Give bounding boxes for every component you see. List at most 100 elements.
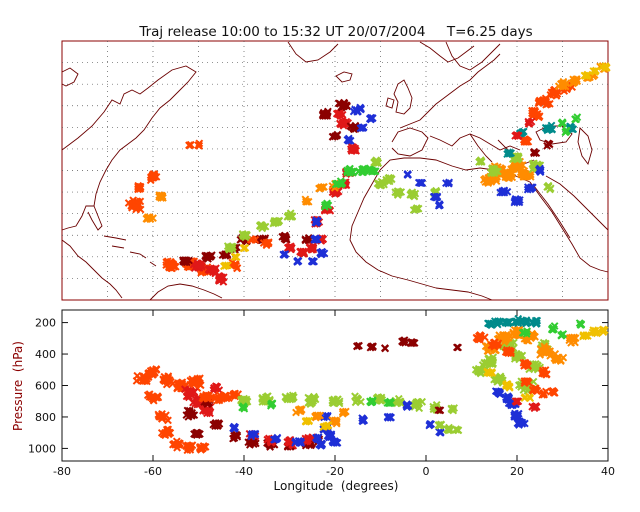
pressure-trajectory-point	[539, 348, 548, 357]
map-trajectory-point	[542, 100, 551, 109]
map-trajectory-point	[334, 110, 343, 118]
map-trajectory-point	[223, 261, 232, 270]
pressure-trajectory-point	[267, 399, 276, 408]
pressure-trajectory-point	[192, 428, 200, 437]
map-trajectory-point	[347, 142, 356, 151]
map-trajectory-point	[513, 196, 521, 205]
coastline-canada-west	[61, 67, 79, 87]
pressure-trajectory-point	[477, 332, 486, 341]
pressure-trajectory-point	[598, 325, 607, 334]
map-trajectory-point	[195, 141, 204, 150]
map-trajectory-point	[210, 265, 218, 274]
pressure-trajectory-point	[145, 370, 154, 379]
pressure-trajectory-point	[311, 433, 320, 442]
pressure-trajectory-point	[581, 332, 590, 341]
pressure-trajectory-point	[519, 316, 528, 325]
coastline-scandinavia	[445, 41, 501, 71]
map-trajectory-point	[559, 77, 568, 86]
map-trajectory-point	[156, 192, 165, 201]
x-tick-label: 20	[510, 465, 524, 478]
pressure-trajectory-point	[511, 397, 520, 406]
coastline-florida	[87, 205, 103, 231]
map-trajectory-point	[542, 97, 551, 106]
map-trajectory-point	[430, 192, 439, 201]
map-trajectory-point	[339, 121, 348, 130]
map-trajectory-point	[525, 119, 534, 128]
map-trajectory-point	[368, 114, 377, 123]
pressure-trajectory-point	[400, 336, 409, 345]
pressure-trajectory-point	[340, 408, 349, 417]
map-trajectory-point	[561, 82, 570, 91]
pressure-trajectory-point	[592, 329, 601, 338]
pressure-trajectory-point	[523, 327, 531, 336]
map-markers	[124, 62, 611, 286]
map-trajectory-point	[518, 169, 527, 178]
map-trajectory-point	[333, 188, 342, 197]
pressure-trajectory-point	[352, 394, 361, 403]
map-trajectory-point	[319, 183, 328, 192]
map-trajectory-point	[356, 124, 365, 133]
coastline-europe	[399, 41, 521, 151]
pressure-trajectory-point	[229, 424, 238, 433]
coastline-africa-east	[529, 181, 609, 273]
map-trajectory-point	[572, 75, 581, 84]
pressure-trajectory-point	[498, 330, 507, 339]
y-tick-label: 400	[35, 348, 56, 361]
pressure-trajectory-point	[474, 364, 483, 373]
pressure-trajectory-point	[385, 399, 394, 408]
pressure-trajectory-point	[483, 367, 492, 376]
pressure-trajectory-point	[515, 418, 524, 426]
map-trajectory-point	[526, 184, 535, 193]
x-tick-label: -40	[235, 465, 253, 478]
map-trajectory-point	[293, 258, 302, 266]
x-tick-label: -20	[326, 465, 344, 478]
map-trajectory-point	[207, 251, 216, 260]
map-trajectory-point	[522, 137, 531, 146]
pressure-ticks: -80 -60 -40 -20 0 20 40 200 400 600 800 1000	[28, 310, 615, 478]
map-trajectory-point	[529, 159, 538, 168]
pressure-trajectory-point	[452, 343, 461, 352]
coastline-north-america	[61, 65, 197, 231]
map-trajectory-point	[544, 182, 553, 191]
pressure-trajectory-point	[160, 377, 169, 386]
map-trajectory-point	[375, 180, 384, 189]
pressure-trajectory-point	[436, 406, 445, 415]
pressure-trajectory-point	[150, 368, 159, 377]
pressure-trajectory-point	[411, 400, 420, 409]
map-trajectory-point	[513, 155, 522, 164]
map-trajectory-point	[601, 62, 610, 70]
pressure-trajectory-point	[286, 392, 295, 401]
y-tick-label: 200	[35, 317, 56, 330]
pressure-trajectory-point	[211, 393, 220, 402]
pressure-trajectory-point	[501, 318, 510, 327]
map-trajectory-point	[333, 130, 342, 139]
pressure-trajectory-point	[402, 401, 411, 410]
pressure-trajectory-point	[323, 422, 332, 430]
coastline-greenland	[287, 41, 339, 63]
map-trajectory-point	[278, 232, 287, 241]
map-trajectory-point	[251, 235, 260, 244]
pressure-trajectory-point	[296, 437, 305, 446]
pressure-trajectory-point	[434, 406, 443, 415]
map-trajectory-point	[258, 224, 267, 233]
pressure-trajectory-point	[525, 392, 534, 401]
map-trajectory-point	[313, 217, 322, 226]
pressure-trajectory-point	[358, 414, 367, 423]
pressure-trajectory-point	[188, 411, 197, 419]
x-tick-label: 0	[423, 465, 430, 478]
pressure-trajectory-point	[213, 422, 222, 431]
pressure-trajectory-point	[251, 429, 260, 438]
coastline-iberia	[391, 127, 429, 157]
pressure-trajectory-point	[538, 366, 547, 375]
pressure-trajectory-point	[196, 381, 205, 390]
pressure-trajectory-point	[295, 406, 303, 415]
pressure-trajectory-point	[185, 406, 194, 415]
map-trajectory-point	[500, 188, 509, 197]
pressure-trajectory-point	[513, 353, 522, 362]
map-trajectory-point	[530, 147, 539, 156]
coastline-caribbean	[103, 235, 157, 267]
pressure-trajectory-point	[164, 430, 173, 439]
map-trajectory-point	[182, 256, 191, 265]
x-tick-label: -80	[53, 465, 71, 478]
map-trajectory-point	[504, 171, 513, 180]
